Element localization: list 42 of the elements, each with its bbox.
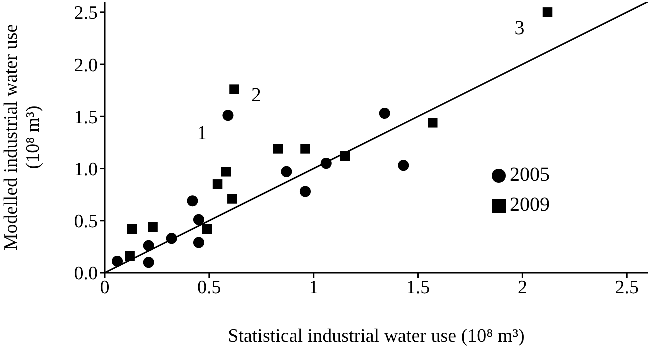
point [202,224,212,234]
x-tick-label: 2 [518,277,528,298]
y-tick-label: 1.0 [74,160,98,181]
y-tick-label: 2.5 [74,3,98,24]
point [273,144,284,154]
point [125,251,135,262]
point [193,237,204,248]
point [398,160,410,172]
annotation: 3 [514,17,525,40]
x-tick-label: 2.5 [615,277,639,298]
point [127,224,138,234]
x-tick-label: 0 [100,277,110,298]
point [193,214,204,226]
annotation: 2 [251,84,262,107]
point [281,166,292,178]
x-tick-label: 1 [309,277,319,298]
point [143,257,154,268]
point [542,8,553,18]
point [143,240,154,252]
annotation: 1 [197,122,208,145]
point [230,84,240,94]
point [221,167,232,177]
point [187,196,198,207]
point [148,222,158,232]
point [228,194,238,204]
y-tick-label: 0.5 [74,212,98,233]
point [212,180,223,190]
point [379,108,390,120]
point [300,186,311,198]
x-axis-title: Statistical industrial water use (10⁸ m³) [228,326,525,346]
legend-label: 2009 [510,194,550,216]
point [112,256,124,268]
point [428,118,438,128]
point [300,144,310,154]
x-tick-label: 1.5 [406,277,430,298]
point [222,110,234,122]
y-tick-label: 1.5 [74,107,98,128]
y-tick-label: 0.0 [74,264,98,285]
y-axis-title: Modelled industrial water use (10⁸ m³) [1,24,44,251]
y-tick-label: 2.0 [74,55,98,76]
legend-label: 2005 [510,164,550,186]
x-tick-label: 0.5 [198,277,222,298]
